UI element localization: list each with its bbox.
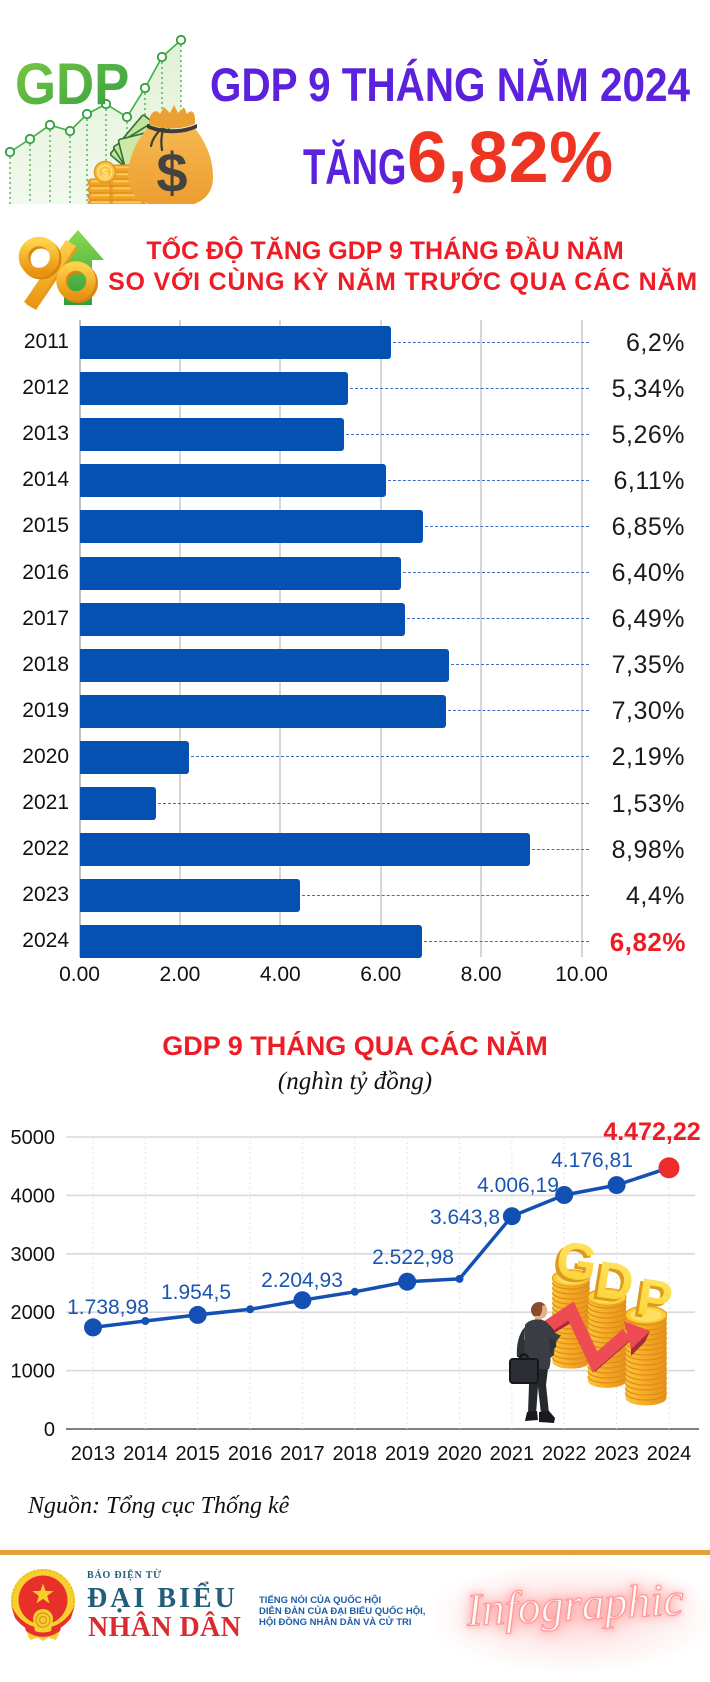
svg-text:2000: 2000: [11, 1302, 56, 1324]
svg-text:1000: 1000: [11, 1361, 56, 1383]
svg-text:$: $: [102, 166, 109, 180]
svg-text:2020: 2020: [437, 1443, 482, 1465]
svg-text:2024: 2024: [647, 1443, 692, 1465]
svg-text:2.204,93: 2.204,93: [261, 1269, 343, 1292]
svg-text:$: $: [156, 141, 187, 204]
svg-text:G: G: [549, 1235, 598, 1297]
svg-text:2014: 2014: [123, 1443, 168, 1465]
svg-text:4.472,22: 4.472,22: [603, 1118, 700, 1146]
svg-text:1.954,5: 1.954,5: [161, 1281, 231, 1304]
svg-text:2018: 2018: [333, 1443, 378, 1465]
svg-text:2021: 2021: [490, 1443, 535, 1465]
svg-text:2.522,98: 2.522,98: [372, 1246, 454, 1269]
svg-text:3.643,8: 3.643,8: [430, 1206, 500, 1229]
svg-text:1.738,98: 1.738,98: [67, 1296, 149, 1319]
svg-text:GDP: GDP: [15, 52, 129, 117]
svg-text:2016: 2016: [228, 1443, 273, 1465]
svg-text:D: D: [588, 1253, 634, 1316]
svg-text:4000: 4000: [11, 1185, 56, 1207]
svg-text:5000: 5000: [11, 1127, 56, 1149]
svg-text:4.006,19: 4.006,19: [477, 1174, 559, 1197]
svg-text:2015: 2015: [175, 1443, 220, 1465]
svg-text:3000: 3000: [11, 1244, 56, 1266]
svg-text:2019: 2019: [385, 1443, 430, 1465]
svg-text:2023: 2023: [594, 1443, 639, 1465]
svg-text:2013: 2013: [71, 1443, 116, 1465]
svg-text:0: 0: [44, 1419, 55, 1441]
svg-text:2022: 2022: [542, 1443, 587, 1465]
svg-text:4.176,81: 4.176,81: [551, 1149, 633, 1172]
svg-text:D: D: [592, 1251, 638, 1314]
svg-text:G: G: [552, 1235, 601, 1294]
svg-text:2017: 2017: [280, 1443, 325, 1465]
